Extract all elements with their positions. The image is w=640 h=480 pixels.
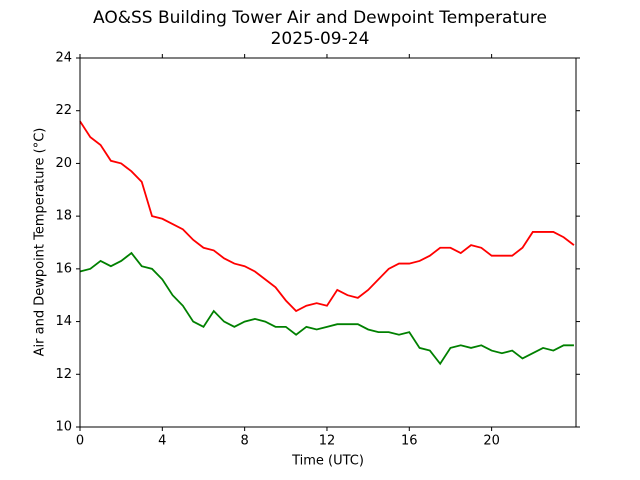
data-line [79, 251, 574, 366]
y-tick-label: 12 [55, 367, 72, 382]
x-tick-label: 12 [319, 434, 336, 449]
y-tick-label: 14 [55, 314, 72, 329]
chart-subtitle: 2025-09-24 [271, 29, 370, 49]
y-tick-label: 18 [55, 209, 72, 224]
y-tick-label: 16 [55, 261, 72, 276]
y-tick-label: 10 [55, 420, 72, 435]
x-tick-label: 0 [76, 434, 84, 449]
plot-frame [79, 57, 577, 428]
chart-title: AO&SS Building Tower Air and Dewpoint Te… [93, 8, 547, 28]
x-tick-label: 20 [483, 434, 500, 449]
y-tick-label: 20 [55, 156, 72, 171]
x-tick-label: 4 [158, 434, 166, 449]
y-tick-label: 24 [55, 51, 72, 66]
x-tick-label: 8 [241, 434, 249, 449]
y-axis-label: Air and Dewpoint Temperature (°C) [33, 128, 48, 357]
data-line [79, 120, 575, 313]
x-tick-label: 16 [401, 434, 418, 449]
x-axis-label: Time (UTC) [291, 454, 364, 469]
y-tick-label: 22 [55, 103, 72, 118]
